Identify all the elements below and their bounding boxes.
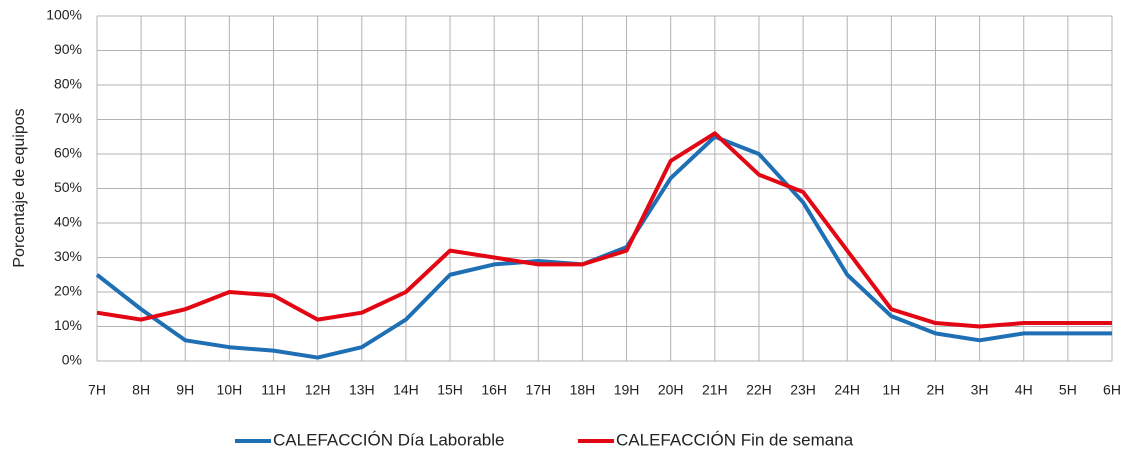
y-tick-label: 90% — [54, 41, 82, 57]
x-tick-label: 12H — [305, 382, 331, 398]
y-tick-label: 10% — [54, 317, 82, 333]
line-series — [96, 131, 1112, 329]
x-tick-label: 16H — [481, 382, 507, 398]
legend-label: CALEFACCIÓN Fin de semana — [616, 430, 854, 449]
y-tick-label: 100% — [46, 7, 82, 23]
x-tick-label: 5H — [1059, 382, 1077, 398]
x-tick-label: 7H — [88, 382, 106, 398]
x-tick-label: 13H — [349, 382, 375, 398]
x-tick-label: 23H — [790, 382, 816, 398]
x-tick-label: 1H — [882, 382, 900, 398]
y-tick-label: 40% — [54, 214, 82, 230]
x-tick-label: 3H — [971, 382, 989, 398]
x-tick-label: 15H — [437, 382, 463, 398]
y-tick-label: 0% — [62, 352, 82, 368]
y-axis-label: Porcentaje de equipos — [11, 108, 28, 267]
y-tick-label: 20% — [54, 283, 82, 299]
x-tick-label: 6H — [1103, 382, 1121, 398]
y-tick-label: 80% — [54, 76, 82, 92]
x-tick-label: 19H — [614, 382, 640, 398]
x-tick-label: 17H — [525, 382, 551, 398]
y-tick-label: 30% — [54, 248, 82, 264]
x-tick-label: 8H — [132, 382, 150, 398]
x-tick-label: 9H — [176, 382, 194, 398]
x-tick-label: 4H — [1015, 382, 1033, 398]
x-tick-label: 14H — [393, 382, 419, 398]
x-tick-label: 22H — [746, 382, 772, 398]
x-tick-label: 24H — [834, 382, 860, 398]
y-tick-label: 60% — [54, 145, 82, 161]
x-tick-label: 21H — [702, 382, 728, 398]
x-tick-label: 2H — [927, 382, 945, 398]
x-tick-label: 18H — [570, 382, 596, 398]
x-tick-label: 11H — [261, 382, 286, 398]
y-tick-label: 70% — [54, 110, 82, 126]
x-tick-label: 10H — [217, 382, 243, 398]
legend-label: CALEFACCIÓN Día Laborable — [273, 430, 505, 449]
y-tick-label: 50% — [54, 179, 82, 195]
x-tick-label: 20H — [658, 382, 684, 398]
